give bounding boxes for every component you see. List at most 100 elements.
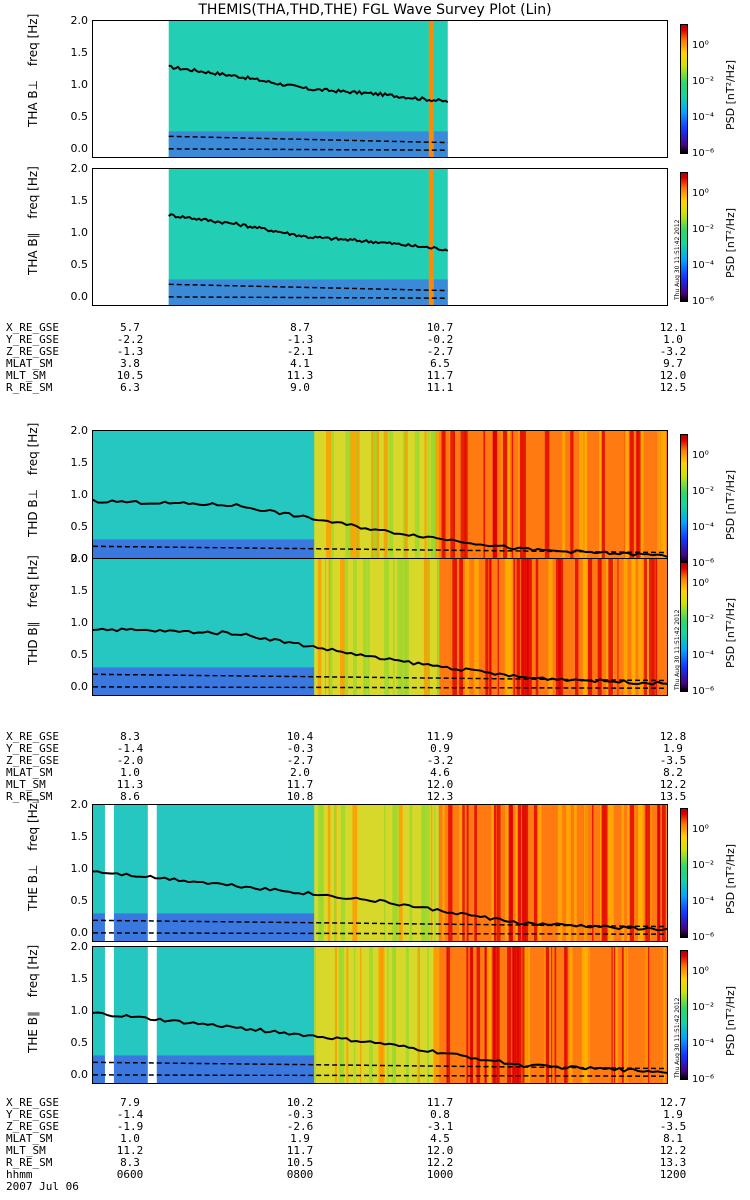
panel-ylabel: THE B⊥ freq [Hz] (26, 798, 40, 911)
ephemeris-value: 0.9 (430, 742, 450, 755)
y-tick-label: 0.0 (70, 1068, 89, 1081)
spectral-streak (493, 947, 497, 1083)
spectral-streak (441, 431, 446, 567)
ephemeris-label: X_RE_GSE (6, 1096, 59, 1109)
spectral-streak (442, 805, 445, 941)
ephemeris-row: X_RE_GSE 5.7 8.7 10.7 12.1 (0, 322, 750, 334)
spectral-streak (434, 805, 436, 941)
ephemeris-value: 8.3 (120, 730, 140, 743)
spectral-streak (450, 431, 455, 567)
y-tick-label: 2.0 (70, 940, 89, 953)
spectral-streak (353, 947, 356, 1083)
spectral-streak (380, 947, 385, 1083)
y-tick-label: 2.0 (70, 162, 89, 175)
colorbar-tick-label: 10⁻² (692, 224, 715, 235)
ephemeris-value: 8.6 (120, 790, 140, 803)
spectral-streak (544, 431, 550, 567)
spectral-streak (348, 431, 352, 567)
spectral-streak (489, 559, 492, 695)
ephemeris-value: 1.0 (120, 766, 140, 779)
data-gap (147, 805, 157, 941)
spectral-streak (401, 559, 406, 695)
spectral-streak (549, 947, 552, 1083)
ephemeris-label: MLT_SM (6, 369, 46, 382)
gyrofrequency-line (93, 498, 667, 558)
ephemeris-value: -2.7 (426, 345, 454, 358)
colorbar-tick-label: 10⁻⁴ (692, 650, 715, 661)
data-gap (147, 947, 157, 1083)
spectral-streak (448, 805, 453, 941)
ephemeris-value: -3.2 (426, 754, 454, 767)
time-axis-row: hhmm 0600 0800 1000 1200 (0, 1169, 750, 1181)
spectrogram-panel (92, 430, 668, 568)
colorbar-tick-label: 10⁻⁶ (692, 686, 715, 697)
ephemeris-value: 1.0 (663, 333, 683, 346)
spectral-streak (519, 805, 522, 941)
spectral-streak (423, 559, 428, 695)
spectral-streak (644, 559, 650, 695)
colorbar-ticks: 10⁰ 10⁻² 10⁻⁴ 10⁻⁶ (692, 950, 716, 1085)
spectral-streak (431, 431, 436, 567)
ephemeris-value: 10.4 (286, 730, 314, 743)
spectral-streak (581, 947, 587, 1083)
ephemeris-value: -0.2 (426, 333, 454, 346)
colorbar-ticks: 10⁰ 10⁻² 10⁻⁴ 10⁻⁶ (692, 24, 716, 159)
spectral-streak (545, 947, 550, 1083)
spectral-streak (331, 431, 334, 567)
ephemeris-block: X_RE_GSE 8.3 10.4 11.9 12.8 Y_RE_GSE -1.4 -0.3 0… (0, 731, 750, 803)
probe-label: THD B⊥ (26, 488, 40, 537)
spectral-streak (422, 805, 426, 941)
colorbar (680, 808, 688, 938)
spectrogram-panel (92, 558, 668, 696)
ephemeris-value: -1.4 (116, 1108, 144, 1121)
ephemeris-value: -0.3 (286, 742, 314, 755)
spectral-streak (639, 431, 644, 567)
spectral-streak (328, 559, 331, 695)
y-tick-label: 0.5 (70, 648, 89, 661)
spectral-streak (636, 431, 639, 567)
ephemeris-value: 4.5 (430, 1132, 450, 1145)
spectral-streak (645, 805, 651, 941)
ephemeris-value: 8.2 (663, 766, 683, 779)
ephemeris-value: 11.7 (286, 778, 314, 791)
ephemeris-label: MLT_SM (6, 778, 46, 791)
spectral-streak (383, 805, 386, 941)
spectral-streak (375, 431, 380, 567)
y-tick-labels: 2.0 1.5 1.0 0.5 0.0 (58, 14, 89, 158)
ephemeris-value: 12.2 (659, 778, 687, 791)
spectral-streak (392, 559, 395, 695)
colorbar-tick-label: 10⁻⁶ (692, 1074, 715, 1085)
spectral-streak (657, 431, 659, 567)
spectral-streak (345, 431, 350, 567)
spectral-streak (353, 559, 357, 695)
spectral-streak (397, 559, 402, 695)
spectral-streak (464, 431, 468, 567)
ephemeris-value: 1.9 (663, 1108, 683, 1121)
spectral-streak (606, 559, 609, 695)
spectral-streak (524, 805, 529, 941)
ephemeris-label: R_RE_SM (6, 1156, 53, 1169)
spectral-streak (566, 805, 571, 941)
spectral-streak (496, 947, 500, 1083)
spectral-streak (644, 559, 647, 695)
ephemeris-value: -2.6 (286, 1120, 314, 1133)
spectral-streak (564, 947, 568, 1083)
spectral-streak (520, 431, 522, 567)
probe-label: THA B∥ (26, 232, 40, 275)
spectral-streak (476, 947, 481, 1083)
ephemeris-value: 11.7 (426, 369, 454, 382)
colorbar-tick-label: 10⁻⁴ (692, 896, 715, 907)
colorbar-tick-label: 10⁻² (692, 486, 715, 497)
ephemeris-row: MLT_SM 11.3 11.7 12.0 12.2 (0, 779, 750, 791)
spectral-streak (632, 805, 635, 941)
spectral-streak (340, 805, 346, 941)
spectral-streak (497, 559, 499, 695)
spectral-streak (502, 431, 508, 567)
spectrogram-panel (92, 20, 668, 158)
gyrofrequency-line (168, 64, 449, 104)
spectral-streak (459, 559, 464, 695)
harmonic-dashed-line (168, 148, 448, 151)
spectral-streak (372, 431, 377, 567)
colorbar (680, 950, 688, 1080)
spectral-streak (637, 431, 641, 567)
